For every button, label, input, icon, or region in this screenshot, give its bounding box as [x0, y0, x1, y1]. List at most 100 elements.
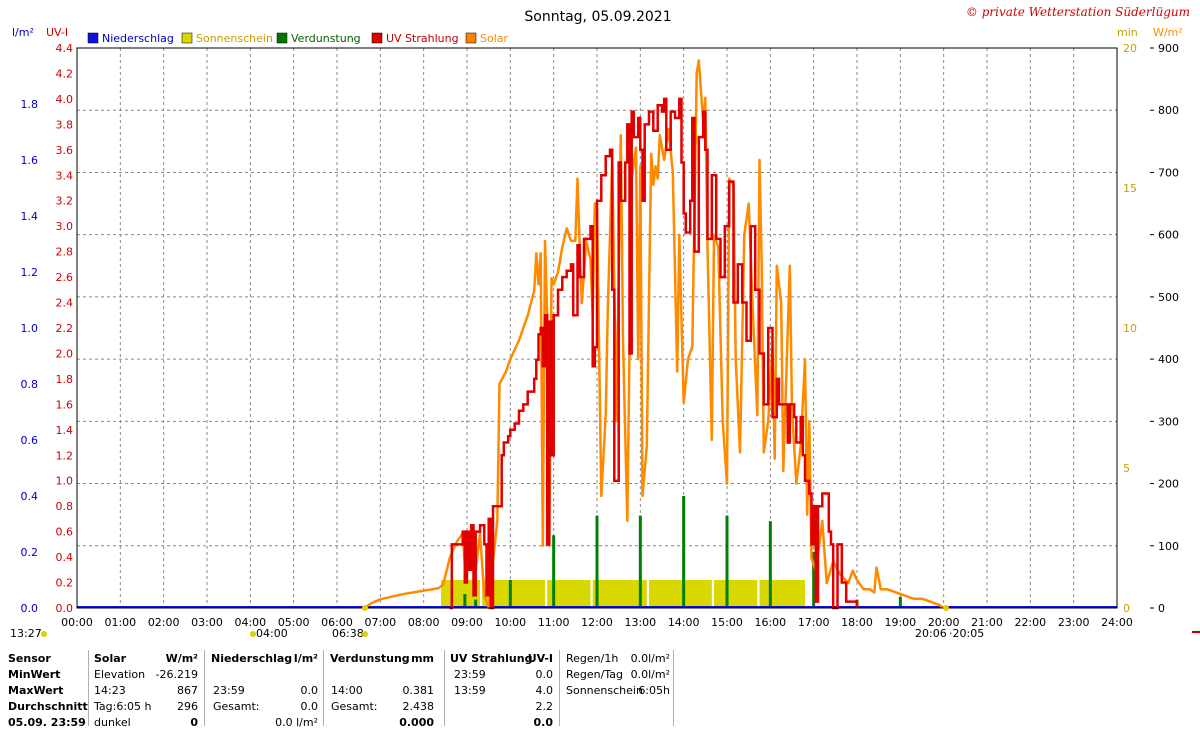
legend-label: Solar — [480, 32, 509, 45]
uv-tick-label: 2.2 — [56, 322, 74, 335]
uv-tick-label: 2.4 — [56, 297, 74, 310]
rain-tick-label: 0.0 — [21, 602, 39, 615]
chart-title: Sonntag, 05.09.2021 — [524, 9, 671, 25]
x-tick-label: 07:00 — [364, 616, 396, 629]
solar-tick-label: 400 — [1158, 353, 1179, 366]
stats-value: 2.2 — [535, 700, 554, 713]
evaporation-bar — [768, 521, 772, 608]
stats-value: 4.0 — [535, 684, 554, 697]
stats-value: 0.0 — [533, 716, 554, 729]
rain-tick-label: 0.4 — [21, 490, 39, 503]
uv-tick-label: 4.2 — [56, 67, 74, 80]
legend-swatch — [87, 32, 99, 44]
rain-tick-label: 1.8 — [21, 98, 39, 111]
uv-tick-label: 1.2 — [56, 449, 74, 462]
chart-axes — [76, 47, 1200, 633]
uv-tick-label: 1.0 — [56, 475, 74, 488]
x-tick-label: 14:00 — [668, 616, 700, 629]
uv-tick-label: 0.8 — [56, 500, 74, 513]
x-tick-label: 19:00 — [884, 616, 916, 629]
stats-sublabel: 23:59 — [454, 668, 486, 681]
stats-value: 296 — [177, 700, 198, 713]
x-tick-label: 20:00 — [928, 616, 960, 629]
stats-value: 0.0 — [300, 700, 319, 713]
stats-header: Verdunstung — [330, 652, 410, 665]
stats-sublabel: 14:00 — [331, 684, 363, 697]
x-tick-label: 06:00 — [321, 616, 353, 629]
uv-tick-label: 0.0 — [56, 602, 74, 615]
uv-tick-label: 2.8 — [56, 246, 74, 259]
evaporation-bar — [682, 496, 686, 608]
x-tick-label: 13:00 — [624, 616, 656, 629]
uv-tick-label: 3.4 — [56, 169, 74, 182]
sunshine-bar — [592, 580, 647, 608]
stats-divider — [88, 650, 89, 726]
evaporation-bar — [463, 594, 467, 608]
uv-tick-label: 2.6 — [56, 271, 74, 284]
stats-row-label: MaxWert — [8, 684, 64, 697]
sunshine-bar — [714, 580, 758, 608]
sunshine-bars — [441, 580, 805, 608]
uv-tick-label: 4.4 — [56, 42, 74, 55]
stats-unit: mm — [411, 652, 434, 665]
evaporation-bars — [463, 496, 902, 608]
solar-axis-label: W/m² — [1153, 26, 1183, 39]
plot-frame — [76, 47, 1118, 609]
stats-row-label: Durchschnitt — [8, 700, 88, 713]
legend-swatch — [276, 32, 288, 44]
x-tick-label: 21:00 — [971, 616, 1003, 629]
solar-series — [363, 59, 945, 610]
stats-unit: W/m² — [165, 652, 198, 665]
rain-tick-label: 1.2 — [21, 266, 39, 279]
stats-extra-value: 0.0l/m² — [630, 668, 670, 681]
x-tick-label: 17:00 — [798, 616, 830, 629]
stats-header: UV Strahlung — [450, 652, 533, 665]
x-tick-label: 15:00 — [711, 616, 743, 629]
stats-sublabel: 23:59 — [213, 684, 245, 697]
x-tick-label: 23:00 — [1058, 616, 1090, 629]
x-tick-label: 02:00 — [148, 616, 180, 629]
stats-extra-label: Regen/Tag — [566, 668, 623, 681]
stats-value: -26.219 — [155, 668, 198, 681]
uv-tick-label: 0.2 — [56, 577, 74, 590]
stats-divider — [323, 650, 324, 726]
rain-tick-label: 1.0 — [21, 322, 39, 335]
sun-marker-icon — [41, 631, 47, 637]
twilight-start-label: 04:00 — [256, 627, 288, 640]
evaporation-bar — [725, 515, 729, 608]
stats-sublabel: Gesamt: — [331, 700, 378, 713]
solar-tick-label: 0 — [1158, 602, 1165, 615]
sun-tick-label: 20 — [1123, 42, 1137, 55]
uv-tick-label: 1.8 — [56, 373, 74, 386]
x-tick-label: 10:00 — [494, 616, 526, 629]
stats-sublabel: dunkel — [94, 716, 131, 729]
stats-unit: UV-I — [527, 652, 553, 665]
sunrise-label: 06:38 — [332, 627, 364, 640]
stats-divider — [204, 650, 205, 726]
solar-tick-label: 600 — [1158, 229, 1179, 242]
stats-divider — [559, 650, 560, 726]
uv-tick-label: 0.4 — [56, 551, 74, 564]
stats-value: 0.000 — [399, 716, 434, 729]
sunshine-bar — [759, 580, 805, 608]
sun-tick-label: 10 — [1123, 322, 1137, 335]
sunrise-marker-icon — [362, 631, 368, 637]
stats-sublabel: 14:23 — [94, 684, 126, 697]
rain-tick-label: 0.6 — [21, 434, 39, 447]
solar-tick-label: 800 — [1158, 104, 1179, 117]
stats-row-label: Sensor — [8, 652, 51, 665]
stats-value: 0.0 — [300, 684, 319, 697]
stats-extra-value: 0.0l/m² — [630, 652, 670, 665]
credit-text: © private Wetterstation Süderlügum — [966, 5, 1190, 19]
solar-tick-label: 100 — [1158, 540, 1179, 553]
uv-tick-label: 0.6 — [56, 526, 74, 539]
x-tick-label: 12:00 — [581, 616, 613, 629]
solar-line — [363, 59, 945, 610]
x-tick-label: 24:00 — [1101, 616, 1133, 629]
chart-legend: Niederschlag Sonnenschein Verdunstung UV St… — [87, 32, 509, 45]
evaporation-bar — [474, 599, 478, 608]
x-tick-label: 05:00 — [278, 616, 310, 629]
evaporation-bar — [552, 535, 556, 608]
chart-texts: 00:00 01:00 02:00 03:00 04:00 05:00 06:00 07:00… — [10, 5, 1190, 640]
stats-unit: l/m² — [293, 652, 318, 665]
